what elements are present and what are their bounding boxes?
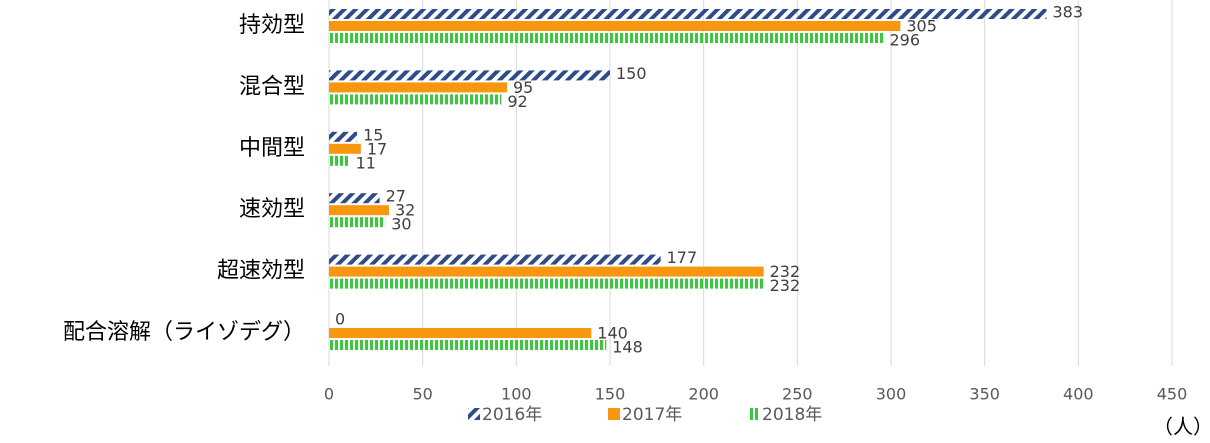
legend-swatch <box>468 408 480 420</box>
data-label: 27 <box>386 187 406 206</box>
bar <box>329 82 507 93</box>
x-tick-label: 0 <box>324 385 334 404</box>
x-axis-label: （人） <box>1153 415 1210 439</box>
category-label: 持効型 <box>239 13 305 38</box>
bar <box>329 340 607 350</box>
bar <box>329 266 764 277</box>
data-label: 92 <box>507 92 527 111</box>
x-tick-label: 450 <box>1157 385 1188 404</box>
data-label: 11 <box>356 153 376 172</box>
data-label: 95 <box>513 78 533 97</box>
bar <box>329 33 884 43</box>
bar <box>329 217 386 228</box>
bar <box>329 328 592 338</box>
legend-label: 2017年 <box>622 405 682 425</box>
bar <box>329 193 380 204</box>
legend-label: 2016年 <box>482 405 542 425</box>
bar <box>329 131 358 142</box>
bar <box>329 254 661 265</box>
legend-swatch <box>748 408 760 420</box>
data-label: 232 <box>770 262 801 281</box>
category-label: 混合型 <box>239 74 305 99</box>
bar <box>329 205 389 216</box>
data-label: 305 <box>906 17 937 36</box>
x-tick-label: 300 <box>876 385 907 404</box>
data-label: 177 <box>667 248 698 267</box>
bar <box>329 70 610 81</box>
x-tick-label: 250 <box>782 385 813 404</box>
bar <box>329 155 350 166</box>
legend-swatch <box>608 408 620 420</box>
category-label: 中間型 <box>239 136 305 161</box>
data-label: 30 <box>391 215 411 234</box>
bar <box>329 94 502 105</box>
x-tick-label: 200 <box>688 385 719 404</box>
x-tick-label: 150 <box>595 385 626 404</box>
data-label: 383 <box>1052 3 1083 22</box>
data-label: 148 <box>612 338 643 357</box>
x-tick-label: 400 <box>1063 385 1094 404</box>
bar <box>329 21 901 31</box>
category-label: 配合溶解（ライゾデグ） <box>63 320 305 345</box>
x-tick-label: 100 <box>501 385 532 404</box>
data-label: 15 <box>363 125 383 144</box>
category-label: 速効型 <box>239 197 305 222</box>
x-tick-label: 350 <box>969 385 1000 404</box>
data-label: 296 <box>890 31 921 50</box>
legend-label: 2018年 <box>762 405 822 425</box>
data-label: 0 <box>335 310 345 329</box>
category-label: 超速効型 <box>217 259 305 284</box>
data-label: 140 <box>597 324 628 343</box>
data-label: 17 <box>367 139 387 158</box>
data-label: 232 <box>770 276 801 295</box>
data-label: 150 <box>616 64 647 83</box>
bar <box>329 143 361 154</box>
bar <box>329 278 764 289</box>
bar <box>329 9 1047 19</box>
x-tick-label: 50 <box>412 385 432 404</box>
data-label: 32 <box>395 201 415 220</box>
